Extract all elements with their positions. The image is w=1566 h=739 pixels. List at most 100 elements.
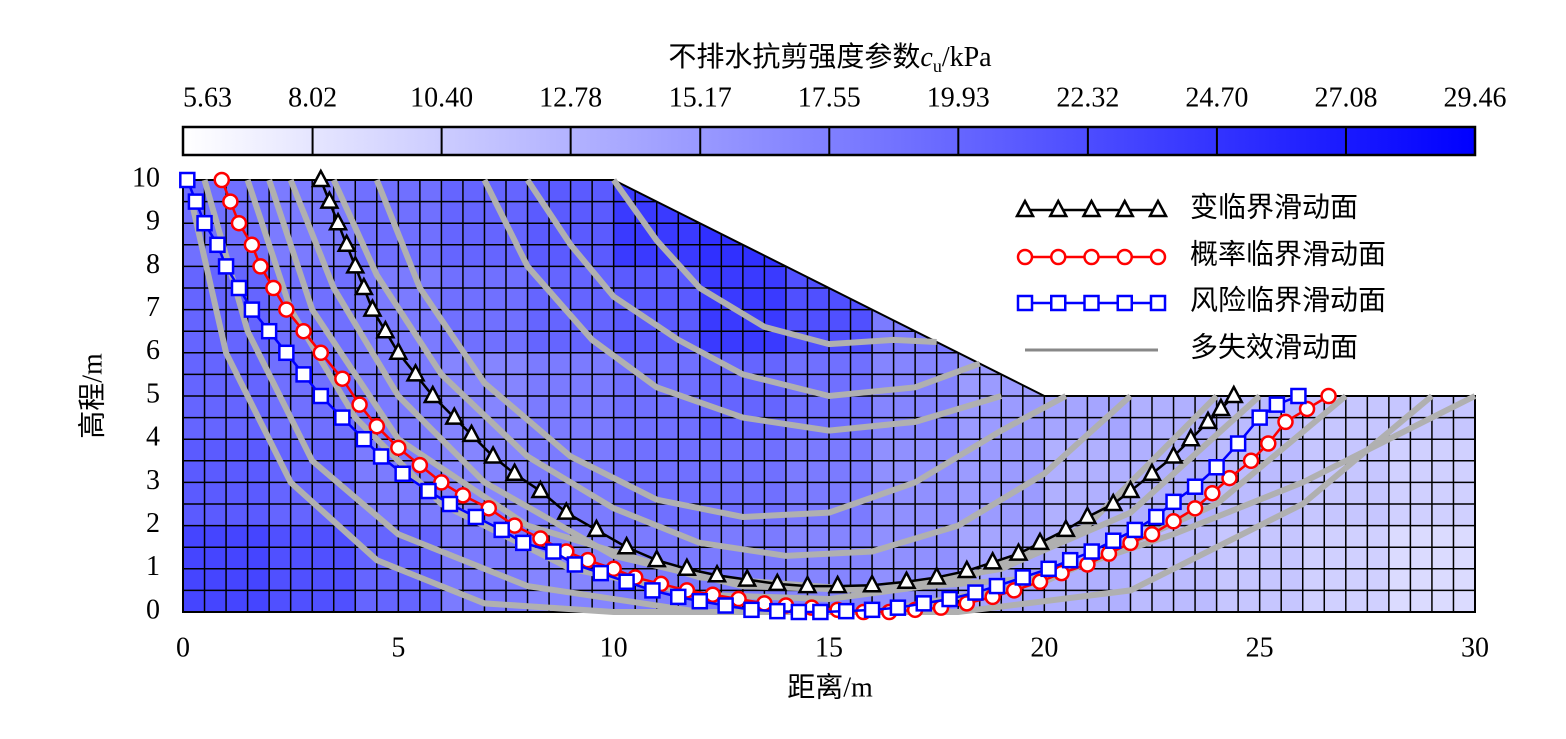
legend-marker <box>1016 248 1034 266</box>
colorbar-tick-label: 24.70 <box>1185 82 1248 113</box>
marker <box>514 534 532 552</box>
colorbar-label: 不排水抗剪强度参数 <box>668 41 920 73</box>
marker <box>441 495 459 513</box>
legend-marker <box>1048 198 1069 218</box>
marker <box>1186 500 1204 517</box>
legend-marker <box>1016 294 1034 312</box>
y-tick-label: 8 <box>146 249 160 280</box>
marker <box>310 168 331 188</box>
marker <box>941 590 958 608</box>
x-tick-label: 5 <box>391 632 405 663</box>
marker <box>618 573 635 591</box>
marker <box>1103 492 1124 512</box>
marker <box>467 508 485 526</box>
marker <box>1204 484 1221 502</box>
legend-marker <box>1114 198 1135 218</box>
marker <box>545 543 562 560</box>
y-tick-label: 3 <box>146 465 160 496</box>
marker <box>676 557 697 577</box>
marker <box>1163 444 1184 464</box>
x-tick-label: 30 <box>1461 632 1489 663</box>
marker <box>1083 543 1100 560</box>
legend-marker <box>1083 294 1100 312</box>
marker <box>312 344 330 362</box>
marker <box>444 405 465 425</box>
marker <box>482 444 504 464</box>
legend-label: 风险临界滑动面 <box>1190 284 1386 316</box>
y-tick-label: 0 <box>146 594 160 625</box>
failure-surface <box>331 178 1133 559</box>
marker <box>737 567 758 587</box>
marker <box>1223 384 1244 404</box>
marker <box>767 572 788 592</box>
marker <box>209 236 226 254</box>
y-tick-label: 1 <box>146 551 160 582</box>
marker <box>213 171 231 189</box>
marker <box>355 430 373 448</box>
marker <box>230 214 248 232</box>
marker <box>837 602 855 620</box>
colorbar-tick-label: 5.63 <box>183 82 232 113</box>
legend-marker <box>1149 294 1167 312</box>
marker <box>243 236 261 254</box>
marker <box>278 344 295 362</box>
colorbar-symbol: c <box>920 42 933 73</box>
marker <box>1260 435 1277 452</box>
failure-surface <box>525 178 981 400</box>
legend-marker <box>1116 294 1133 312</box>
marker <box>243 301 261 318</box>
marker <box>1055 518 1076 538</box>
colorbar-tick-label: 27.08 <box>1314 82 1377 113</box>
marker <box>1143 525 1161 543</box>
legend-marker <box>1149 248 1167 266</box>
x-axis-label: 距离/m <box>787 671 873 703</box>
marker <box>390 439 407 457</box>
marker <box>646 548 667 568</box>
marker <box>1229 435 1247 452</box>
y-tick-label: 7 <box>146 292 160 323</box>
x-tick-label: 25 <box>1246 632 1274 663</box>
legend-marker <box>1116 248 1133 266</box>
colorbar-tick-label: 10.40 <box>410 82 473 113</box>
marker <box>1221 469 1238 487</box>
colorbar-tick-label: 15.17 <box>669 82 732 113</box>
marker <box>196 214 213 232</box>
marker <box>532 530 549 547</box>
marker <box>375 319 396 339</box>
marker <box>187 193 205 210</box>
marker <box>670 588 687 606</box>
marker <box>988 577 1006 595</box>
marker <box>334 370 351 387</box>
marker <box>368 417 386 435</box>
marker <box>454 487 472 504</box>
marker <box>1008 542 1029 561</box>
marker <box>1040 560 1057 578</box>
failure-surface <box>481 178 1003 434</box>
marker <box>797 574 818 594</box>
marker <box>493 521 510 539</box>
colorbar-tick-label: 17.55 <box>798 82 861 113</box>
marker <box>420 482 437 500</box>
legend-marker <box>1147 198 1169 218</box>
marker <box>863 601 881 619</box>
colorbar-title: 不排水抗剪强度参数cu/kPa <box>668 41 992 76</box>
marker <box>295 366 312 383</box>
x-tick-label: 15 <box>815 632 843 663</box>
marker <box>179 171 196 189</box>
marker <box>592 564 609 582</box>
marker <box>222 193 239 210</box>
legend-marker <box>1083 248 1100 266</box>
marker <box>217 258 235 275</box>
failure-surface <box>374 178 1068 520</box>
marker <box>967 584 984 601</box>
legend-label: 多失效滑动面 <box>1190 331 1358 363</box>
marker <box>586 518 607 538</box>
marker <box>319 189 340 209</box>
x-tick-label: 0 <box>176 632 190 663</box>
marker <box>896 570 917 590</box>
legend-marker <box>1014 198 1036 218</box>
colorbar-sub: u <box>933 56 942 76</box>
marker <box>717 597 734 614</box>
y-tick-label: 2 <box>146 508 160 539</box>
marker <box>394 465 411 483</box>
